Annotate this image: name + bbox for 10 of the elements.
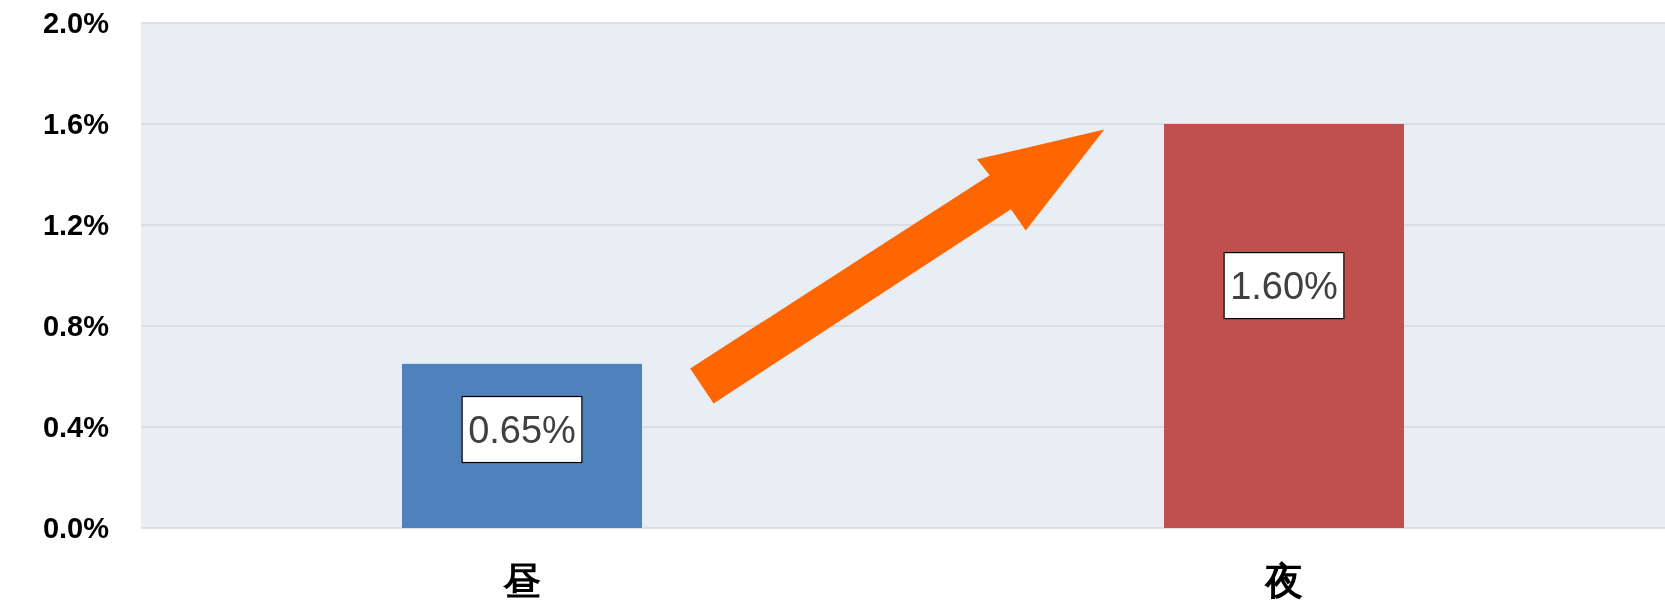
data-label: 0.65%: [468, 408, 576, 451]
y-tick-label: 2.0%: [42, 7, 110, 39]
y-tick-label: 1.2%: [42, 209, 110, 241]
y-tick-label: 1.6%: [42, 108, 110, 140]
data-label: 1.60%: [1230, 264, 1338, 307]
x-tick-label: 昼: [502, 560, 541, 602]
y-tick-label: 0.0%: [42, 512, 110, 544]
x-tick-label: 夜: [1264, 560, 1303, 602]
y-tick-label: 0.4%: [42, 411, 110, 443]
y-tick-label: 0.8%: [42, 310, 110, 342]
